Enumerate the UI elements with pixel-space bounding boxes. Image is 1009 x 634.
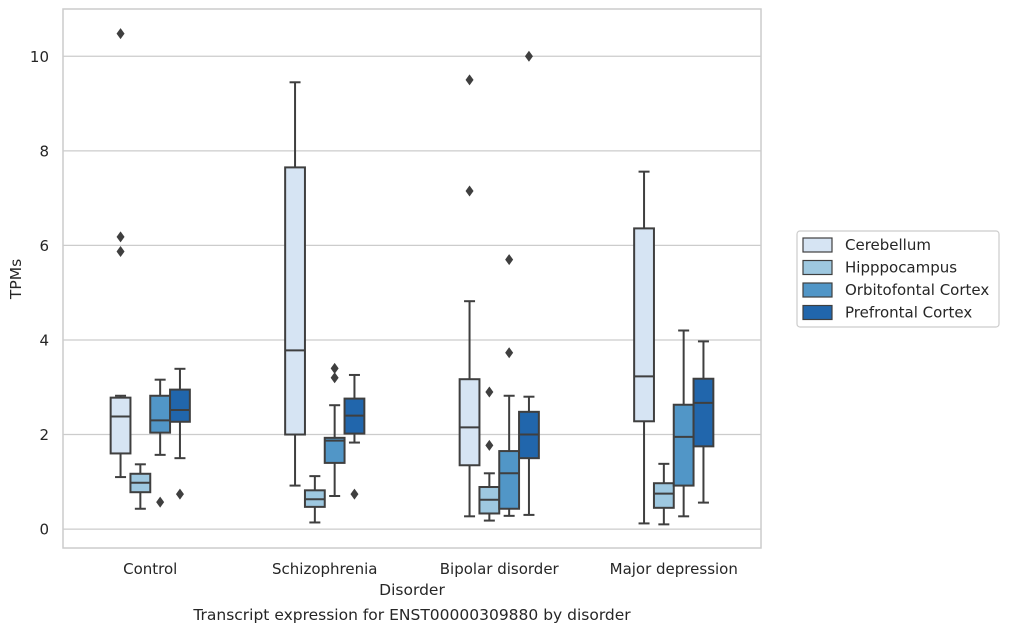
outlier-point	[116, 246, 125, 258]
box	[323, 362, 346, 497]
box-iqr	[149, 394, 172, 434]
box-iqr	[692, 377, 715, 448]
y-tick-label: 2	[39, 426, 49, 444]
box	[518, 50, 540, 516]
legend-swatch	[802, 282, 833, 298]
box	[672, 329, 695, 518]
x-axis-label: Disorder	[379, 581, 445, 599]
series-cerebellum	[109, 28, 655, 525]
box	[169, 367, 191, 500]
outlier-point	[485, 386, 494, 398]
box	[652, 462, 675, 526]
legend-label: Hipppocampus	[845, 259, 957, 277]
y-tick-label: 0	[39, 521, 49, 539]
outlier-point	[350, 488, 359, 500]
outlier-point	[524, 50, 533, 62]
legend-swatch	[802, 304, 833, 321]
outlier-point	[330, 372, 339, 384]
outlier-point	[465, 185, 474, 197]
grid-lines	[63, 55, 761, 530]
box-iqr	[498, 450, 521, 510]
outlier-point	[505, 347, 514, 359]
outlier-point	[505, 254, 514, 266]
y-tick-label: 4	[39, 331, 49, 349]
box	[633, 170, 655, 525]
outlier-point	[156, 496, 165, 508]
outlier-point	[330, 362, 339, 374]
x-axis-ticks: Control Schizophrenia Bipolar disorder Majo…	[123, 560, 738, 578]
box-iqr	[284, 166, 306, 436]
y-axis-label: TPMs	[7, 259, 25, 300]
outlier-point	[175, 488, 184, 500]
legend-swatch	[802, 259, 833, 276]
box-iqr	[652, 482, 675, 509]
legend-frame	[796, 230, 1000, 328]
figure-caption: Transcript expression for ENST0000030988…	[193, 606, 631, 624]
box-iqr	[458, 378, 481, 467]
x-tick-label: Major depression	[610, 560, 738, 578]
box	[284, 81, 306, 487]
box	[692, 340, 715, 504]
box	[109, 28, 132, 479]
y-tick-label: 8	[39, 142, 49, 160]
outlier-point	[485, 439, 494, 451]
box	[129, 463, 152, 510]
y-axis-ticks: 0 2 4 6 8 10	[30, 48, 49, 539]
box	[149, 378, 172, 508]
outlier-point	[116, 231, 125, 243]
legend: Cerebellum Hipppocampus Orbitofontal Corte…	[796, 230, 1000, 328]
legend-swatch	[802, 237, 833, 253]
box	[303, 475, 326, 524]
x-tick-label: Control	[123, 560, 177, 578]
outlier-point	[116, 28, 125, 40]
series-hipppocampus	[129, 386, 675, 526]
box-iqr	[169, 388, 191, 423]
legend-label: Orbitofontal Cortex	[845, 281, 989, 299]
series-prefrontal-cortex	[169, 50, 715, 516]
box-iqr	[109, 396, 132, 455]
box-iqr	[633, 227, 655, 423]
series-orbitofontal-cortex	[149, 254, 695, 518]
box	[498, 254, 521, 517]
plot-frame	[62, 8, 762, 549]
box-iqr	[323, 436, 346, 464]
y-tick-label: 10	[30, 48, 49, 66]
x-tick-label: Bipolar disorder	[440, 560, 560, 578]
legend-label: Cerebellum	[845, 236, 931, 254]
box	[458, 74, 481, 518]
box	[343, 373, 366, 500]
box	[478, 386, 501, 522]
legend-label: Prefrontal Cortex	[845, 304, 972, 322]
x-tick-label: Schizophrenia	[272, 560, 377, 578]
box-iqr	[672, 403, 695, 487]
box-series	[109, 28, 715, 526]
y-tick-label: 6	[39, 237, 49, 255]
outlier-point	[465, 74, 474, 86]
